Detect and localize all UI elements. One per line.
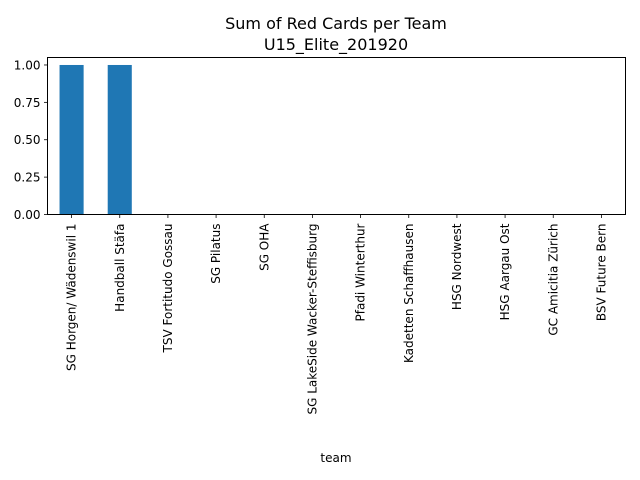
x-tick-label: HSG Aargau Ost <box>498 223 512 320</box>
x-axis-ticks: SG Horgen/ Wädenswil 1 Handball Stäfa TSV … <box>65 214 608 415</box>
bar <box>59 64 84 215</box>
chart-title: Sum of Red Cards per Team <box>225 14 447 33</box>
y-tick-label: 0.50 <box>14 133 41 147</box>
bar <box>107 64 132 215</box>
x-tick-label: TSV Fortitudo Gossau <box>161 224 175 354</box>
y-tick-label: 0.25 <box>14 171 41 185</box>
x-tick-label: BSV Future Bern <box>594 224 608 322</box>
bars-group <box>59 64 132 215</box>
x-tick-label: Handball Stäfa <box>113 224 127 312</box>
x-tick-label: HSG Nordwest <box>450 223 464 310</box>
chart-subtitle: U15_Elite_201920 <box>264 35 408 55</box>
y-axis-ticks: 0.00 0.25 0.50 0.75 1.00 <box>14 58 48 222</box>
x-tick-label: Kadetten Schaffhausen <box>402 224 416 363</box>
x-tick-label: SG OHA <box>257 223 271 271</box>
plot-frame <box>47 57 626 215</box>
x-tick-label: Pfadi Winterthur <box>354 223 368 321</box>
x-tick-label: SG Horgen/ Wädenswil 1 <box>65 224 79 372</box>
y-tick-label: 0.00 <box>14 208 41 222</box>
x-axis-label: team <box>320 451 351 465</box>
y-tick-label: 0.75 <box>14 96 41 110</box>
x-tick-label: SG Pilatus <box>209 224 223 284</box>
x-tick-label: SG LakeSide Wacker-Steffisburg <box>305 224 319 415</box>
x-tick-label: GC Amicitia Zürich <box>546 224 560 336</box>
y-tick-label: 1.00 <box>14 58 41 72</box>
